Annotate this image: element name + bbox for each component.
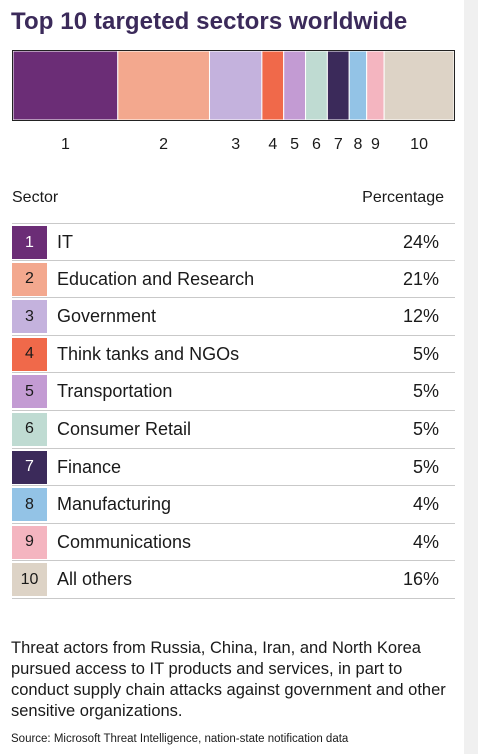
- rank-badge: 4: [12, 337, 47, 371]
- bar-segment-label: 5: [290, 136, 300, 153]
- sector-name: IT: [57, 232, 73, 252]
- bar-segment-5: [283, 51, 307, 120]
- table-row: 9 Communications 4%: [12, 524, 455, 562]
- bar-segment-label: 2: [159, 136, 169, 153]
- sector-percentage: 4%: [412, 494, 439, 515]
- sector-name: All others: [57, 569, 133, 590]
- sector-name: Finance: [57, 456, 122, 477]
- table-row: 3 Government 12%: [12, 298, 455, 336]
- sector-percentage: 24%: [402, 232, 439, 252]
- bar-segment-8: [348, 51, 368, 120]
- stacked-bar: [12, 50, 455, 121]
- footnote-text: Threat actors from Russia, China, Iran, …: [11, 639, 446, 720]
- rank-badge: 6: [12, 412, 47, 446]
- sector-name: Consumer Retail: [57, 418, 192, 439]
- sector-percentage: 5%: [412, 381, 439, 402]
- percentage-column-header: Percentage: [362, 189, 444, 206]
- bar-segment-label: 6: [312, 136, 321, 153]
- bar-segment-9: [366, 51, 385, 120]
- sector-percentage: 21%: [402, 268, 439, 289]
- bar-segment-3: [208, 51, 263, 120]
- chart-title: Top 10 targeted sectors worldwide: [11, 8, 408, 35]
- bar-segment-label: 4: [268, 136, 278, 153]
- rank-badge: 1: [12, 226, 47, 259]
- bar-segment-label: 8: [353, 136, 363, 153]
- table-row: 8 Manufacturing 4%: [12, 486, 455, 524]
- sector-name: Government: [57, 306, 157, 327]
- sector-column-header: Sector: [12, 189, 59, 206]
- table-row: 7 Finance 5%: [12, 449, 455, 487]
- bar-segment-label: 3: [231, 136, 241, 153]
- table-row: 2 Education and Research 21%: [12, 261, 455, 299]
- bar-segment-7: [326, 51, 350, 120]
- sector-name: Transportation: [57, 381, 173, 402]
- table-row: 10 All others 16%: [12, 561, 455, 599]
- rank-badge: 8: [12, 488, 47, 522]
- table-row: 4 Think tanks and NGOs 5%: [12, 336, 455, 374]
- bar-segment-1: [13, 51, 119, 120]
- sector-name: Communications: [57, 531, 192, 552]
- bar-segment-label: 10: [410, 136, 428, 153]
- table-row: 5 Transportation 5%: [12, 373, 455, 411]
- sector-name: Think tanks and NGOs: [57, 343, 240, 364]
- bar-segment-label: 1: [60, 136, 70, 153]
- sector-table: 1 IT 24% 2 Education and Research 21% 3 …: [12, 223, 455, 599]
- sector-name: Education and Research: [57, 268, 255, 289]
- bar-segment-2: [117, 51, 210, 120]
- bar-segment-10: [383, 51, 454, 120]
- sector-percentage: 16%: [402, 569, 439, 590]
- rank-badge: 2: [12, 262, 47, 296]
- rank-badge: 7: [12, 450, 47, 484]
- sector-name: Manufacturing: [57, 494, 172, 515]
- right-edge-strip: [464, 0, 478, 754]
- table-row: 6 Consumer Retail 5%: [12, 411, 455, 449]
- bar-segment-4: [261, 51, 285, 120]
- rank-badge: 9: [12, 525, 47, 559]
- table-row: 1 IT 24%: [12, 223, 455, 261]
- sector-percentage: 5%: [412, 418, 439, 439]
- rank-badge: 5: [12, 375, 47, 409]
- bar-segment-labels: 1 2 3 4 5 6 7 8 9 10: [12, 136, 455, 156]
- rank-badge: 3: [12, 300, 47, 334]
- bar-segment-6: [305, 51, 328, 120]
- source-citation: Source: Microsoft Threat Intelligence, n…: [11, 733, 349, 745]
- sector-percentage: 4%: [412, 531, 439, 552]
- sector-percentage: 5%: [412, 456, 439, 477]
- sector-percentage: 12%: [402, 306, 439, 327]
- stacked-bar-svg: [13, 51, 454, 120]
- sector-percentage: 5%: [412, 343, 439, 364]
- rank-badge: 10: [12, 563, 47, 597]
- bar-segment-label: 7: [333, 136, 343, 153]
- bar-segment-label: 9: [370, 136, 380, 153]
